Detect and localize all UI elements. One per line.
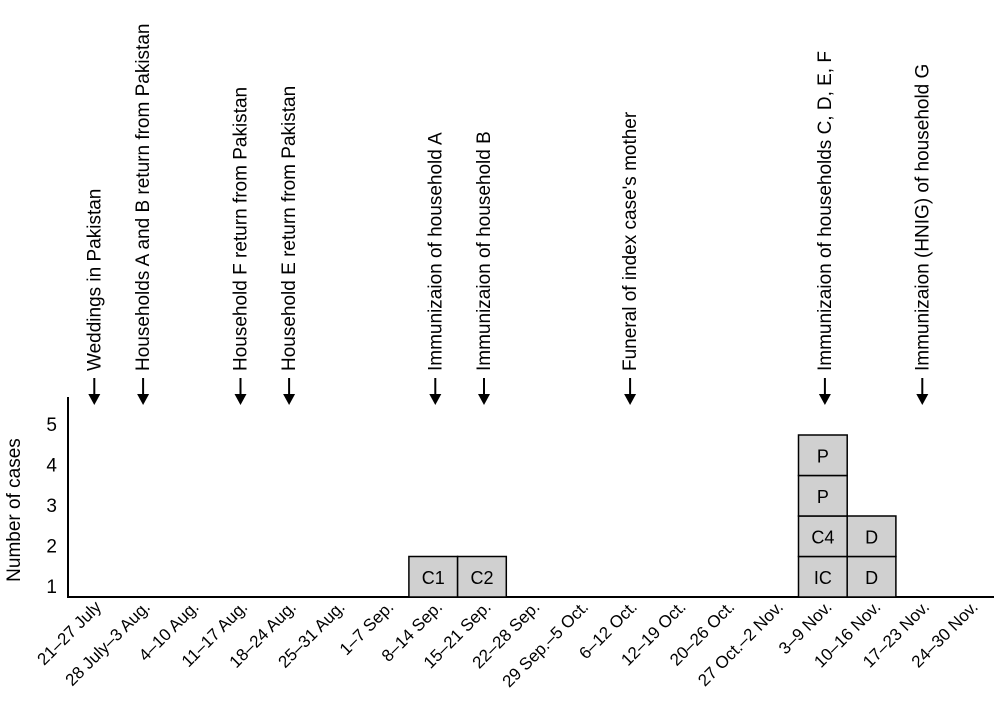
case-label: C1 xyxy=(422,568,445,588)
y-tick-labels: 1 2 3 4 5 xyxy=(46,415,57,598)
event-label: Immunizaion of household A xyxy=(425,132,446,371)
event-label: Immunizaion (HNIG) of household G xyxy=(912,64,933,371)
case-box xyxy=(456,555,508,598)
case-boxes: C1 C2 IC C4 P P D D xyxy=(408,434,897,598)
event-annotations: Weddings in Pakistan Households A and B r… xyxy=(84,24,933,405)
event-label: Households A and B return from Pakistan xyxy=(133,24,154,371)
event-arrowhead xyxy=(234,394,247,405)
y-tick-label: 1 xyxy=(46,577,57,598)
case-label: P xyxy=(817,446,829,466)
x-tick-label: 29 Sep.–5 Oct. xyxy=(499,597,593,691)
event-label: Weddings in Pakistan xyxy=(84,189,105,371)
event-arrowhead xyxy=(916,394,929,405)
y-tick-label: 2 xyxy=(46,537,57,558)
y-tick-label: 4 xyxy=(46,456,57,477)
case-box xyxy=(797,474,848,517)
event-arrowhead xyxy=(88,394,101,405)
case-label: D xyxy=(865,527,878,547)
event-arrowhead xyxy=(478,394,490,405)
case-label: C4 xyxy=(811,527,834,547)
y-axis-label: Number of cases xyxy=(4,438,25,582)
event-arrowhead xyxy=(137,394,150,405)
y-tick-label: 3 xyxy=(46,496,57,517)
case-box xyxy=(408,555,459,598)
event-arrowhead xyxy=(283,394,296,405)
case-label: C2 xyxy=(470,568,493,588)
x-tick-label: 28 July–3 Aug. xyxy=(62,597,154,689)
event-label: Immunizaion of households C, D, E, F xyxy=(815,51,836,371)
event-label: Household F return from Pakistan xyxy=(231,87,252,371)
case-box xyxy=(846,515,897,558)
case-label: D xyxy=(865,568,878,588)
case-box xyxy=(846,555,897,598)
event-arrowhead xyxy=(624,394,637,405)
y-tick-label: 5 xyxy=(46,415,57,436)
x-tick-label: 27 Oct.–2 Nov. xyxy=(694,597,787,690)
event-arrowhead xyxy=(429,394,442,405)
case-label: P xyxy=(817,487,829,507)
event-label: Household E return from Pakistan xyxy=(279,86,300,371)
case-label: IC xyxy=(814,568,832,588)
event-label: Immunizaion of household B xyxy=(474,131,495,371)
event-arrowhead xyxy=(818,394,831,405)
case-box xyxy=(797,434,848,477)
event-label: Funeral of index case's mother xyxy=(620,111,641,371)
